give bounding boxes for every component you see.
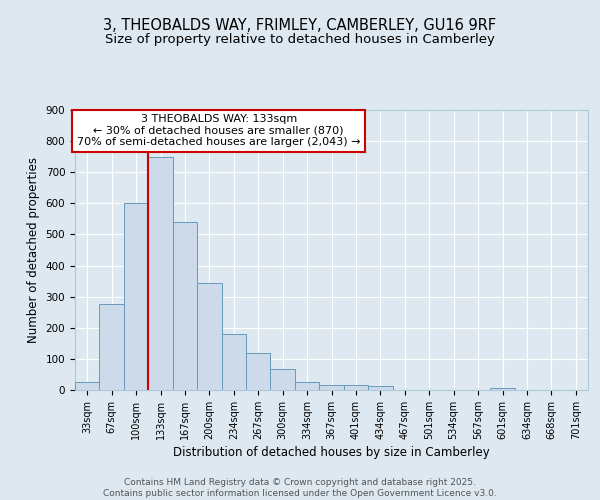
Bar: [490, 388, 515, 390]
Bar: [368, 386, 392, 390]
Bar: [221, 334, 246, 390]
Bar: [124, 204, 148, 390]
Text: Size of property relative to detached houses in Camberley: Size of property relative to detached ho…: [105, 32, 495, 46]
Text: 3, THEOBALDS WAY, FRIMLEY, CAMBERLEY, GU16 9RF: 3, THEOBALDS WAY, FRIMLEY, CAMBERLEY, GU…: [103, 18, 497, 32]
Text: 3 THEOBALDS WAY: 133sqm
← 30% of detached houses are smaller (870)
70% of semi-d: 3 THEOBALDS WAY: 133sqm ← 30% of detache…: [77, 114, 361, 148]
Bar: [75, 382, 100, 390]
Bar: [295, 382, 319, 390]
Text: Contains HM Land Registry data © Crown copyright and database right 2025.
Contai: Contains HM Land Registry data © Crown c…: [103, 478, 497, 498]
Bar: [319, 386, 344, 390]
Bar: [173, 222, 197, 390]
Bar: [100, 304, 124, 390]
Bar: [344, 386, 368, 390]
X-axis label: Distribution of detached houses by size in Camberley: Distribution of detached houses by size …: [173, 446, 490, 459]
Bar: [246, 354, 271, 390]
Bar: [271, 369, 295, 390]
Bar: [197, 282, 221, 390]
Bar: [148, 156, 173, 390]
Y-axis label: Number of detached properties: Number of detached properties: [27, 157, 40, 343]
